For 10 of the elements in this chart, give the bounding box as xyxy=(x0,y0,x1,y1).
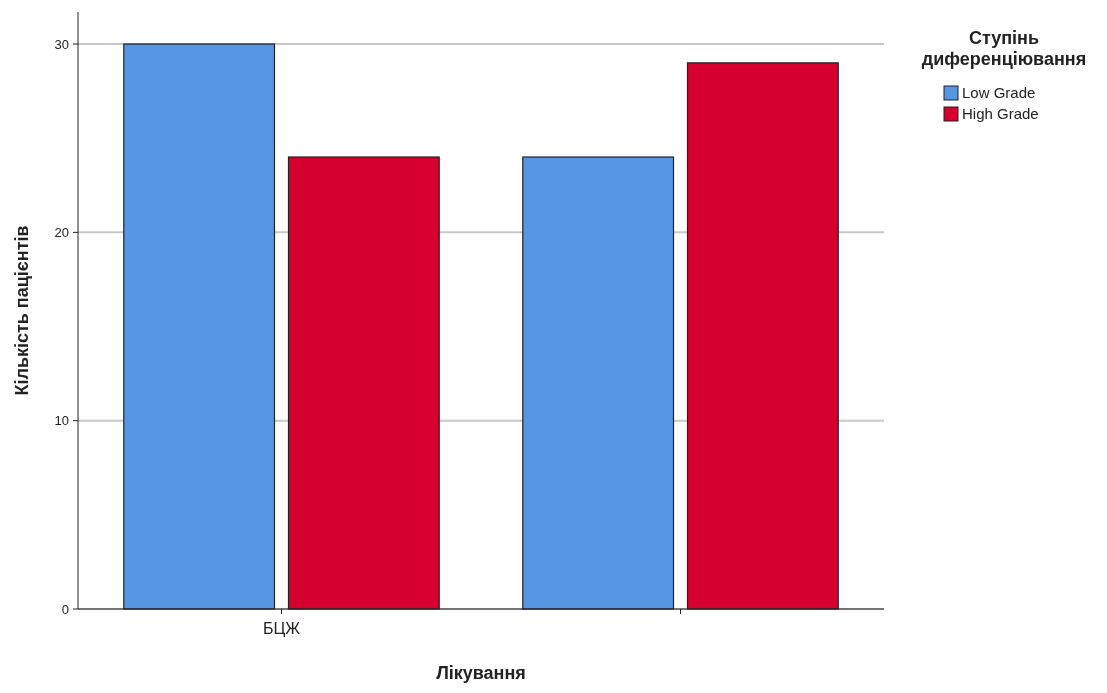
legend-title: Ступінь диференціювання xyxy=(921,28,1087,69)
legend-label: Low Grade xyxy=(962,84,1036,102)
y-axis-title: Кількість пацієнтів xyxy=(12,225,32,396)
y-tick-label: 20 xyxy=(54,224,69,240)
x-axis-title: Лікування xyxy=(436,663,526,683)
y-tick-label: 10 xyxy=(54,413,69,429)
x-tick-label: БЦЖ xyxy=(262,620,301,637)
y-tick-label: 0 xyxy=(61,601,69,617)
legend-label: High Grade xyxy=(962,105,1039,123)
y-tick-label: 30 xyxy=(54,36,69,52)
